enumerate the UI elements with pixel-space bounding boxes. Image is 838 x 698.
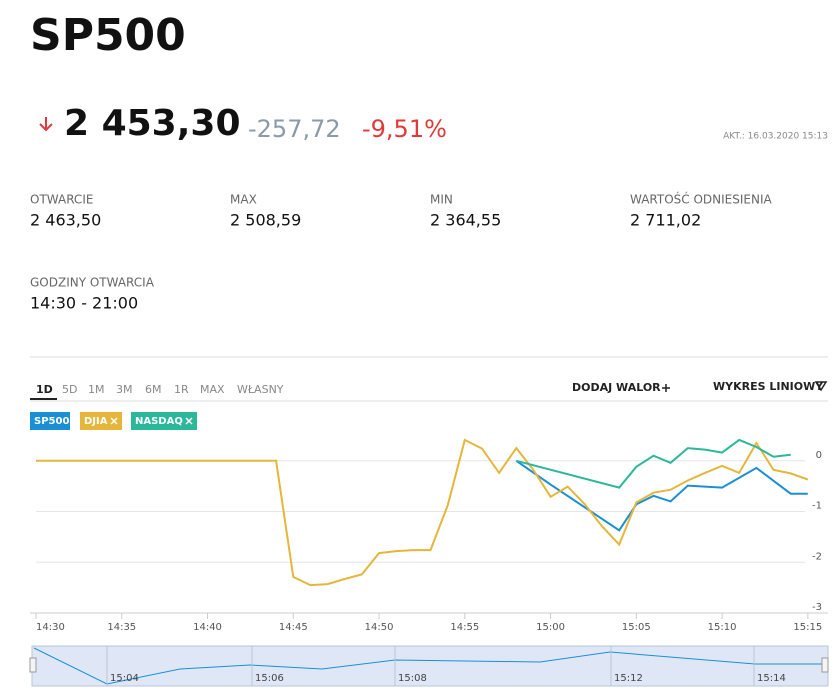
tab[interactable]: WŁASNY [237,383,284,396]
stat-value: 2 364,55 [430,211,501,230]
remove-icon [185,417,193,425]
y-tick-label: -3 [812,602,822,613]
navigator-label: 15:08 [398,673,427,684]
navigator-line [33,647,826,685]
legend-label: SP500 [34,416,69,427]
tab[interactable]: 1D [36,383,53,396]
handle[interactable] [29,657,37,673]
x-tick-label: 14:50 [365,622,394,633]
x-tick-label: 15:00 [536,622,565,633]
stat-value: 2 463,50 [30,211,101,230]
x-tick-label: 14:55 [450,622,479,633]
add-button[interactable]: DODAJ WALOR [572,381,661,394]
chart-type[interactable]: WYKRES LINIOWY [713,380,824,393]
legend-chip[interactable] [131,412,197,430]
y-tick-label: -2 [812,551,822,562]
stat-label: GODZINY OTWARCIA [30,276,155,290]
x-tick-label: 15:15 [793,622,822,633]
x-tick-label: 15:05 [622,622,651,633]
navigator-label: 15:12 [614,673,643,684]
updated: AKT.: 16.03.2020 15:13 [723,132,828,142]
legend-label: DJIA [84,416,108,427]
legend-chip[interactable] [80,412,122,430]
series-line [516,438,791,489]
series-line [36,438,809,587]
tab[interactable]: MAX [200,383,225,396]
stat-value: 2 508,59 [230,211,301,230]
dropdown-icon [814,381,828,392]
stat-value: 14:30 - 21:00 [30,294,138,313]
change: -257,72 [248,115,341,143]
series-line [515,459,808,532]
tab[interactable]: 3M [116,383,133,396]
x-tick-label: 15:10 [708,622,737,633]
stat-label: MAX [230,193,257,207]
y-tick-label: -1 [812,501,822,512]
tab[interactable]: 1R [174,383,189,396]
navigator-label: 15:06 [255,673,284,684]
navigator-label: 15:04 [110,673,139,684]
title: SP500 [30,10,186,61]
plus-icon [662,384,670,392]
navigator[interactable] [31,645,829,687]
stat-label: MIN [430,193,453,207]
tab[interactable]: 1M [88,383,105,396]
tab[interactable]: 6M [145,383,162,396]
navigator-label: 15:14 [757,673,786,684]
x-tick-label: 14:40 [193,622,222,633]
x-tick-label: 14:45 [279,622,308,633]
stat-label: WARTOŚĆ ODNIESIENIA [630,192,773,207]
x-tick-label: 14:35 [107,622,136,633]
tab[interactable]: 5D [62,383,77,396]
stat-value: 2 711,02 [630,211,701,230]
price: 2 453,30 [64,103,241,144]
down-arrow [39,117,53,132]
handle[interactable] [821,657,829,673]
stat-label: OTWARCIE [30,193,93,207]
legend-label: NASDAQ [135,416,183,427]
change-pct: -9,51% [362,115,447,143]
y-tick-label: 0 [816,450,822,461]
legend-chip[interactable] [30,412,70,430]
remove-icon [110,417,118,425]
x-tick-label: 14:30 [36,622,65,633]
